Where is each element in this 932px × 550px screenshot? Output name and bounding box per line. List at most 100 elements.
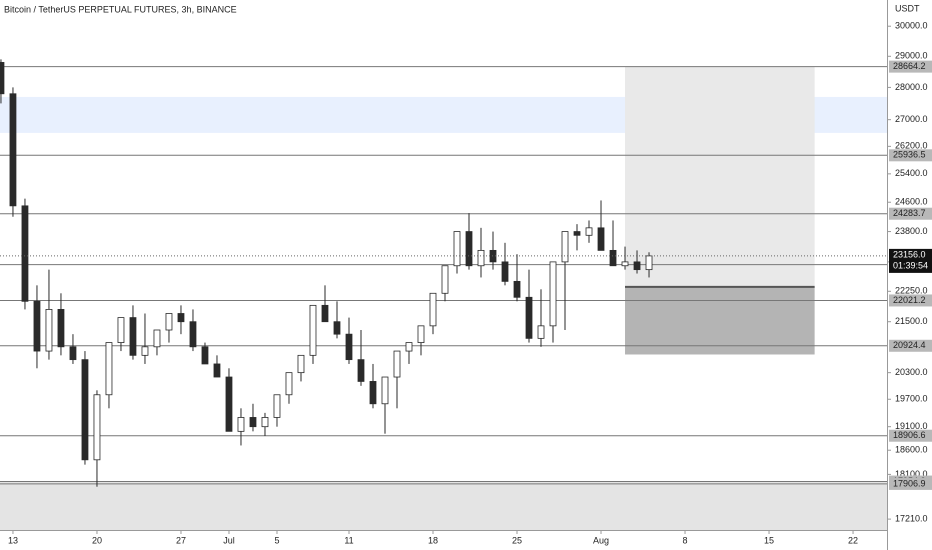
- candle-body: [69, 346, 77, 361]
- candle-body: [285, 372, 293, 396]
- x-tick-label: 18: [428, 535, 438, 545]
- x-tick-label: 8: [683, 535, 688, 545]
- y-tick-label: 24600.0: [895, 197, 928, 207]
- candle-body: [513, 280, 521, 298]
- y-tick-label: 27000.0: [895, 114, 928, 124]
- candle-body: [45, 309, 53, 352]
- candle-body: [0, 62, 5, 95]
- candle-body: [561, 231, 569, 263]
- last-price-label: 23156.0: [893, 249, 926, 259]
- candle-body: [393, 350, 401, 378]
- currency: USDT: [895, 3, 920, 13]
- x-tick-label: 22: [848, 535, 858, 545]
- x-tick-label: Aug: [593, 535, 609, 545]
- candle-body: [261, 417, 269, 428]
- y-tick-label: 22250.0: [895, 286, 928, 296]
- level-label: 18906.6: [893, 430, 926, 440]
- candle-body: [309, 304, 317, 356]
- candle-body: [201, 346, 209, 365]
- candle-body: [297, 354, 305, 374]
- candle-body: [165, 313, 173, 331]
- x-tick-label: 27: [176, 535, 186, 545]
- y-tick-label: 23800.0: [895, 226, 928, 236]
- candle-body: [489, 249, 497, 263]
- candle-body: [93, 394, 101, 461]
- chart-title: Bitcoin / TetherUS PERPETUAL FUTURES, 3h…: [4, 4, 237, 14]
- candle-body: [501, 261, 509, 282]
- level-label-box: [889, 60, 932, 73]
- level-label: 20924.4: [893, 340, 926, 350]
- x-tick-label: 25: [512, 535, 522, 545]
- candle-body: [225, 376, 233, 432]
- candle-body: [129, 317, 137, 356]
- candle-body: [645, 255, 653, 271]
- x-tick-label: 11: [344, 535, 353, 545]
- candle-body: [141, 346, 149, 356]
- level-label-box: [889, 339, 932, 352]
- candle-body: [321, 304, 329, 323]
- candle-body: [441, 265, 449, 294]
- x-tick-label: 13: [8, 535, 18, 545]
- candle-body: [57, 309, 65, 348]
- x-tick-label: 15: [764, 535, 774, 545]
- candle-body: [333, 321, 341, 335]
- candle-body: [429, 292, 437, 327]
- plot: [0, 59, 887, 530]
- candle-body: [177, 313, 185, 323]
- y-tick-label: 18600.0: [895, 445, 928, 455]
- candle-body: [465, 231, 473, 267]
- candle-body: [249, 417, 257, 428]
- zone: [0, 481, 887, 530]
- countdown: 01:39:54: [893, 260, 928, 270]
- y-tick-label: 19700.0: [895, 394, 928, 404]
- y-tick-label: 29000.0: [895, 51, 928, 61]
- level-label-box: [889, 429, 932, 442]
- candle-body: [633, 261, 641, 271]
- candle-body: [381, 376, 389, 405]
- candle-body: [369, 381, 377, 405]
- level-label: 17906.9: [893, 478, 926, 488]
- candle-body: [621, 261, 629, 267]
- candle-body: [105, 342, 113, 396]
- y-tick-label: 30000.0: [895, 21, 928, 31]
- x-tick-label: 5: [274, 535, 279, 545]
- candle-body: [273, 394, 281, 418]
- candle-body: [609, 249, 617, 267]
- level-label-box: [889, 294, 932, 307]
- y-tick-label: 20300.0: [895, 367, 928, 377]
- y-tick-label: 18100.0: [895, 469, 928, 479]
- candle-body: [117, 317, 125, 343]
- y-tick-label: 19100.0: [895, 421, 928, 431]
- level-label: 25936.5: [893, 150, 926, 160]
- level-label-box: [889, 477, 932, 490]
- candle-body: [33, 300, 41, 352]
- candle-body: [81, 359, 89, 461]
- x-tick-label: Jul: [223, 535, 235, 545]
- y-tick-label: 26200.0: [895, 141, 928, 151]
- candle-body: [573, 231, 581, 236]
- candle-body: [453, 231, 461, 267]
- position-target: [625, 66, 815, 287]
- level-label: 24283.7: [893, 208, 926, 218]
- level-label-box: [889, 149, 932, 162]
- candle-body: [357, 359, 365, 382]
- candle-body: [189, 321, 197, 348]
- candle-body: [537, 325, 545, 339]
- candle-body: [585, 227, 593, 236]
- candle-body: [549, 261, 557, 327]
- y-tick-label: 17210.0: [895, 513, 928, 523]
- candle-body: [345, 333, 353, 361]
- level-label: 28664.2: [893, 61, 926, 71]
- y-tick-label: 25400.0: [895, 168, 928, 178]
- x-tick-label: 20: [92, 535, 102, 545]
- last-price-box: [889, 248, 932, 273]
- candle-body: [405, 342, 413, 352]
- y-tick-label: 21500.0: [895, 316, 928, 326]
- y-tick-label: 28000.0: [895, 82, 928, 92]
- level-label: 22021.2: [893, 295, 926, 305]
- candle-body: [237, 417, 245, 432]
- level-label-box: [889, 207, 932, 220]
- candle-body: [597, 227, 605, 251]
